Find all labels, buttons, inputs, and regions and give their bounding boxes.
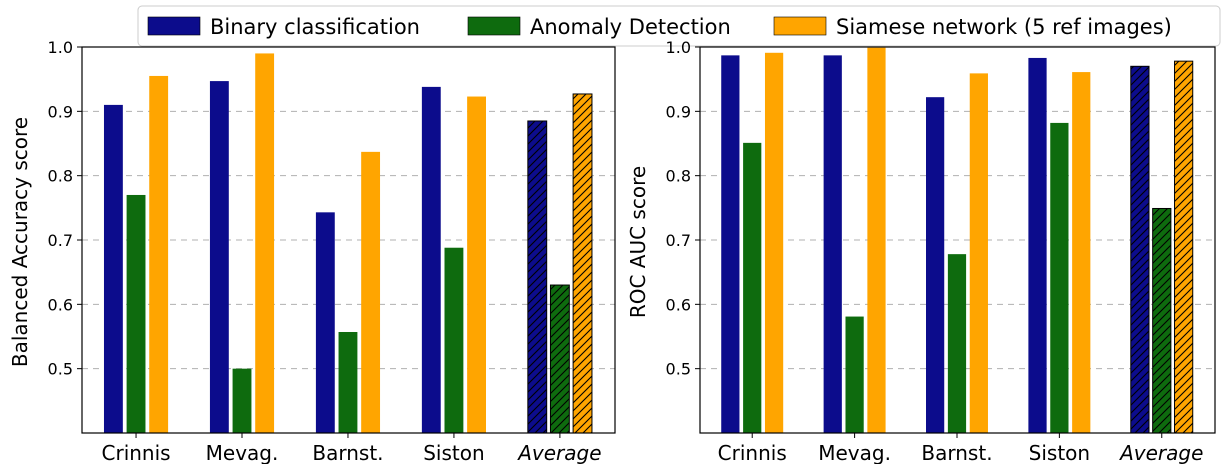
y-tick-label: 0.7 <box>666 231 691 250</box>
legend-label-siamese: Siamese network (5 ref images) <box>836 15 1172 39</box>
bar-binary-barnst <box>315 212 335 433</box>
x-tick-label: Average <box>1118 441 1203 464</box>
bar-hatch <box>1174 61 1193 434</box>
y-axis-label: ROC AUC score <box>626 166 650 318</box>
bar-binary-barnst <box>926 97 945 434</box>
legend-label-anomaly: Anomaly Detection <box>530 15 731 39</box>
x-tick-label: Crinnis <box>102 441 171 464</box>
bar-siamese-siston <box>467 96 486 433</box>
y-tick-label: 0.9 <box>48 102 73 121</box>
bar-binary-mevag <box>209 81 229 433</box>
plot-frame <box>81 46 616 434</box>
x-tick-label: Average <box>516 441 601 464</box>
bar-binary-siston <box>421 86 441 434</box>
y-tick-label: 0.6 <box>666 295 691 314</box>
bar-hatch <box>1130 66 1150 434</box>
bar-hatch <box>573 93 592 434</box>
y-tick-label: 0.7 <box>48 231 73 250</box>
bar-anomaly-barnst <box>947 254 967 433</box>
x-tick-label: Crinnis <box>718 441 787 464</box>
bar-siamese-crinnis <box>149 75 169 433</box>
x-tick-label: Mevag. <box>206 441 279 464</box>
bar-siamese-barnst <box>361 151 381 433</box>
y-axis-label: Balanced Accuracy score <box>8 117 32 367</box>
bar-binary-siston <box>1028 57 1047 433</box>
bar-siamese-siston <box>1072 72 1091 433</box>
bar-hatch <box>1152 208 1171 433</box>
y-tick-label: 0.9 <box>666 102 691 121</box>
legend-swatch-anomaly <box>467 16 521 36</box>
x-tick-label: Mevag. <box>818 441 891 464</box>
legend: Binary classification Anomaly Detection … <box>137 5 1221 47</box>
bar-anomaly-barnst <box>338 331 358 433</box>
bar-siamese-crinnis <box>764 52 784 433</box>
bar-binary-mevag <box>823 55 842 433</box>
roc-auc-chart: 0.5 0.6 0.7 0.8 0.9 1.0 Crinnis Mevag. Barnst. Si… <box>626 38 1216 464</box>
bar-anomaly-siston <box>444 247 464 433</box>
x-tick-label: Siston <box>423 441 484 464</box>
y-tick-label: 0.6 <box>48 295 73 314</box>
legend-swatch-binary <box>147 16 201 36</box>
legend-label-binary: Binary classification <box>210 15 420 39</box>
x-tick-label: Barnst. <box>312 441 383 464</box>
bar-binary-crinnis <box>103 104 123 434</box>
accuracy-chart: 0.5 0.6 0.7 0.8 0.9 1.0 Crinnis Mevag. Barnst. Si… <box>8 38 616 464</box>
y-tick-label: 0.5 <box>666 360 691 379</box>
y-tick-label: 0.8 <box>666 167 691 186</box>
plot-frame <box>699 46 1216 434</box>
bar-anomaly-mevag <box>232 368 252 433</box>
x-tick-label: Barnst. <box>921 441 992 464</box>
y-tick-label: 0.5 <box>48 360 73 379</box>
legend-frame <box>137 5 1221 47</box>
y-tick-label: 0.8 <box>48 167 73 186</box>
bar-siamese-mevag <box>255 53 275 433</box>
bar-binary-crinnis <box>721 55 740 433</box>
bar-anomaly-crinnis <box>743 142 762 433</box>
bar-siamese-barnst <box>969 73 988 434</box>
bar-anomaly-siston <box>1050 122 1069 433</box>
legend-swatch-siamese <box>773 16 827 36</box>
bar-anomaly-crinnis <box>126 194 146 433</box>
bar-anomaly-mevag <box>845 316 864 433</box>
y-tick-label: 1.0 <box>48 38 73 57</box>
y-tick-label: 1.0 <box>666 38 691 57</box>
bar-hatch <box>527 120 547 433</box>
bar-siamese-mevag <box>867 47 886 433</box>
bar-hatch <box>550 285 570 433</box>
x-tick-label: Siston <box>1029 441 1090 464</box>
